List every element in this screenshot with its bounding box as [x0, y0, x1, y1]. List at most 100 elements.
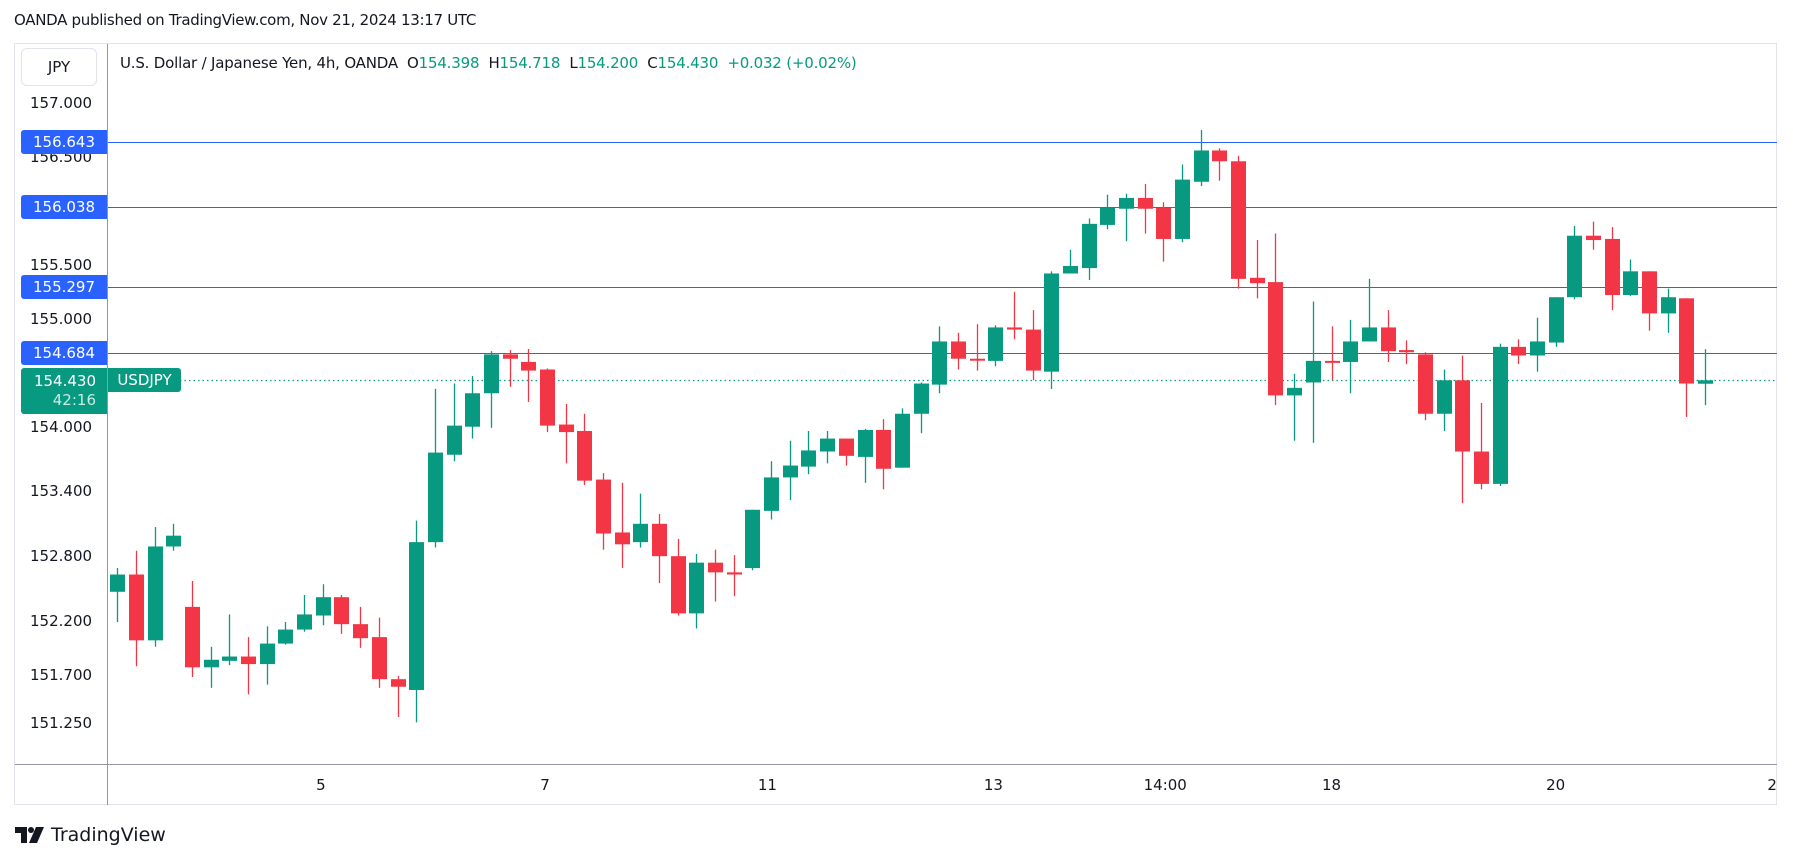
candle-body: [858, 429, 873, 457]
candle-up: [1437, 369, 1452, 432]
close-value: 154.430: [657, 54, 719, 72]
candle-body: [1511, 346, 1526, 356]
candle-up: [1175, 164, 1190, 243]
candle-body: [1362, 327, 1377, 342]
candle-up: [1567, 226, 1582, 300]
candle-body: [671, 556, 686, 614]
candle-up: [932, 326, 947, 394]
candle-body: [1082, 223, 1097, 269]
candle-body: [1007, 327, 1022, 330]
candle-body: [577, 431, 592, 481]
candle-up: [1698, 349, 1713, 406]
candle-body: [1549, 297, 1564, 343]
candle-down: [727, 555, 742, 597]
candle-body: [1194, 150, 1209, 182]
candle-down: [652, 514, 667, 584]
candle-body: [559, 424, 574, 433]
candle-down: [540, 368, 555, 433]
tradingview-logo[interactable]: TradingView: [15, 824, 166, 846]
candle-body: [260, 643, 275, 665]
candle-body: [1026, 329, 1041, 371]
candle-down: [1511, 339, 1526, 365]
candle-body: [185, 606, 200, 668]
candle-down: [1007, 291, 1022, 340]
candle-up: [484, 351, 499, 428]
candle-down: [839, 438, 854, 466]
candle-body: [876, 429, 891, 469]
candle-down: [951, 332, 966, 370]
candle-body: [297, 614, 312, 630]
candle-body: [316, 597, 331, 616]
candle-body: [820, 438, 835, 452]
candle-down: [1605, 227, 1620, 311]
candle-body: [1623, 271, 1638, 296]
time-tick-label: 13: [983, 776, 1003, 794]
candle-body: [1493, 346, 1508, 484]
candle-up: [278, 621, 293, 645]
candle-up: [1044, 271, 1059, 389]
candle-down: [708, 549, 723, 602]
time-tick-label: 11: [757, 776, 777, 794]
candle-body: [1175, 179, 1190, 239]
candle-body: [895, 413, 910, 468]
candle-body: [1044, 273, 1059, 372]
price-tick-label: 155.000: [30, 309, 93, 328]
candle-up: [409, 520, 424, 723]
candle-body: [1455, 380, 1470, 452]
candle-down: [1399, 340, 1414, 365]
currency-button[interactable]: JPY: [21, 48, 97, 86]
candle-body: [1418, 354, 1433, 414]
candle-up: [764, 461, 779, 520]
price-tick-label: 157.000: [30, 94, 93, 112]
candle-body: [521, 361, 536, 371]
candle-up: [783, 440, 798, 501]
candle-body: [708, 562, 723, 573]
candle-body: [1306, 360, 1321, 383]
candle-up: [633, 493, 648, 548]
candle-body: [409, 542, 424, 690]
candle-up: [447, 383, 462, 462]
level-price-label: 156.038: [21, 194, 107, 219]
candle-body: [428, 452, 443, 543]
candle-up: [914, 382, 929, 434]
candle-body: [1586, 235, 1601, 241]
series-legend: U.S. Dollar / Japanese Yen, 4h, OANDA O1…: [120, 54, 857, 72]
candle-up: [204, 646, 219, 688]
time-tick-label: 14:00: [1143, 776, 1187, 794]
candle-body: [1399, 350, 1414, 353]
candle-down: [1642, 271, 1657, 331]
candle-body: [801, 450, 816, 467]
candle-body: [1530, 341, 1545, 356]
candle-down: [1586, 221, 1601, 250]
candle-down: [559, 404, 574, 464]
candle-body: [1212, 150, 1227, 162]
candle-down: [521, 349, 536, 402]
candle-down: [1325, 326, 1340, 381]
change-value: +0.032 (+0.02%): [727, 54, 857, 72]
high-value: 154.718: [499, 54, 561, 72]
candle-body: [1268, 282, 1283, 396]
level-price-label: 155.297: [21, 274, 107, 299]
candle-body: [1474, 451, 1489, 484]
candle-up: [316, 584, 331, 626]
time-tick-label: 5: [316, 776, 326, 794]
candle-down: [615, 482, 630, 569]
candle-up: [1306, 301, 1321, 443]
bar-countdown: 42:16: [52, 391, 96, 409]
candle-body: [465, 393, 480, 427]
candle-down: [1138, 183, 1153, 234]
candle-up: [465, 375, 480, 439]
candle-body: [839, 438, 854, 456]
candle-up: [428, 388, 443, 548]
candle-down: [1418, 352, 1433, 421]
candle-body: [615, 532, 630, 545]
candle-up: [820, 431, 835, 464]
time-tick-label: 20: [1546, 776, 1566, 794]
candle-body: [988, 327, 1003, 361]
open-label: O: [407, 54, 419, 72]
time-axis-divider: [15, 764, 1777, 765]
current-price-label: 154.430 42:16: [21, 368, 107, 414]
candle-up: [858, 428, 873, 483]
candle-up: [1661, 288, 1676, 333]
